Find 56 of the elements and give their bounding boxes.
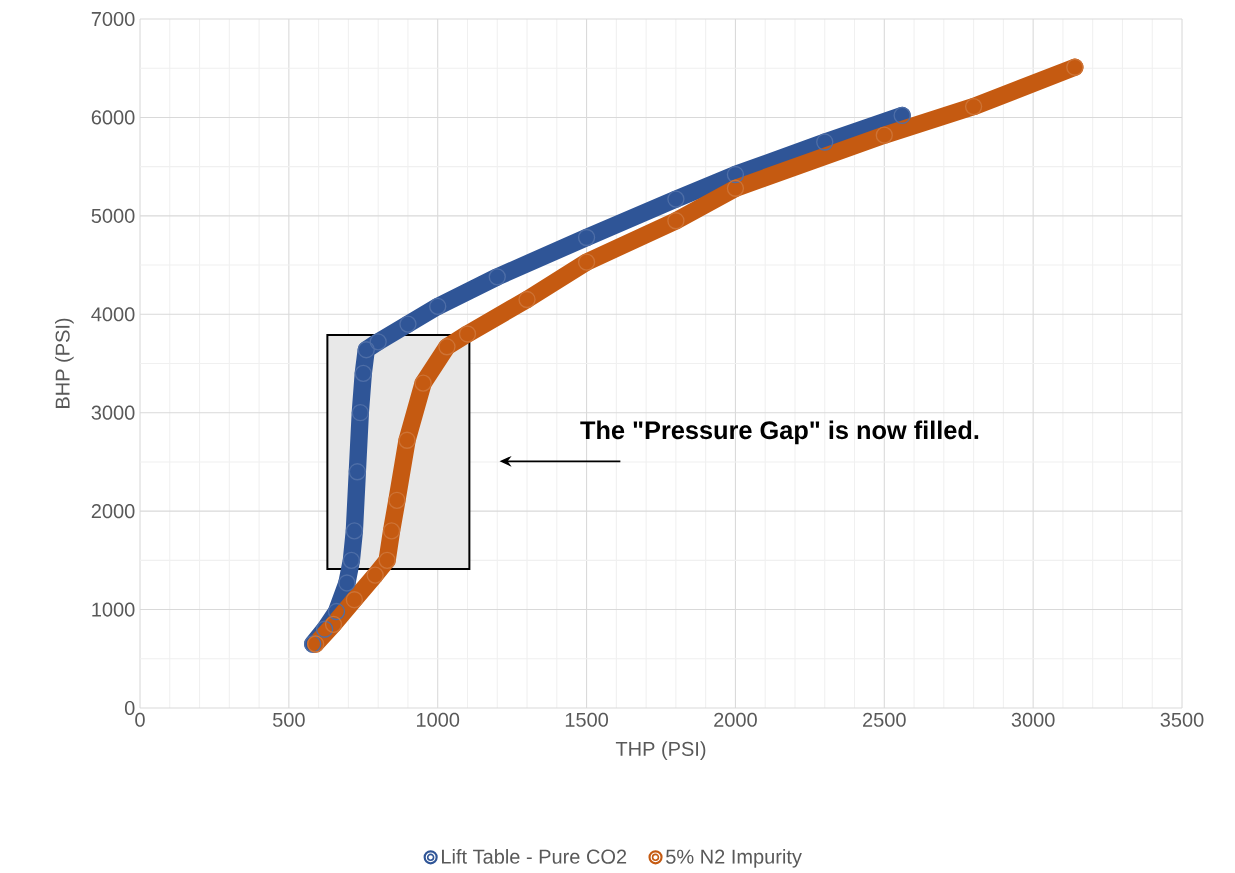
point <box>342 551 361 570</box>
point <box>351 404 369 422</box>
point <box>338 574 356 592</box>
point <box>1066 58 1084 76</box>
legend-label: 5% N2 Impurity <box>666 849 802 868</box>
y-tick-label: 1000 <box>92 602 135 617</box>
point <box>327 602 346 621</box>
point <box>366 566 384 584</box>
point <box>893 106 911 125</box>
y-tick-label: 4000 <box>91 307 135 322</box>
point <box>315 620 334 638</box>
point <box>458 325 477 343</box>
point <box>429 297 447 316</box>
point <box>345 591 364 609</box>
point <box>518 290 536 309</box>
x-tick-label: 1500 <box>565 712 609 727</box>
x-tick-label: 1000 <box>417 712 460 727</box>
point <box>399 315 417 333</box>
point <box>382 522 401 540</box>
y-tick-label: 2000 <box>91 504 135 519</box>
x-tick-label: 2500 <box>863 712 906 727</box>
point <box>816 133 834 151</box>
point <box>398 431 416 449</box>
point <box>488 268 506 286</box>
x-tick-label: 3500 <box>1160 712 1204 727</box>
legend-label: Lift Table - Pure CO2 <box>442 849 627 864</box>
x-tick-label: 500 <box>272 712 305 727</box>
y-tick-label: 5000 <box>91 208 135 223</box>
y-tick-label: 3000 <box>91 405 135 420</box>
point <box>414 374 432 392</box>
y-axis-title: BHP (PSI) <box>55 318 74 408</box>
point <box>577 253 596 271</box>
point <box>378 551 396 570</box>
point <box>577 228 596 247</box>
point <box>388 491 406 509</box>
point <box>348 463 367 481</box>
y-tick-label: 7000 <box>91 11 135 27</box>
point <box>726 179 745 197</box>
x-axis-title: THP (PSI) <box>615 741 706 760</box>
x-tick-label: 0 <box>135 712 145 727</box>
point <box>345 522 364 540</box>
point <box>357 341 375 359</box>
point <box>324 615 343 633</box>
x-tick-label: 2000 <box>714 712 757 727</box>
point <box>964 97 983 116</box>
point <box>875 126 893 144</box>
point <box>667 190 685 208</box>
point <box>438 338 456 356</box>
point <box>667 212 685 230</box>
point <box>726 165 745 184</box>
x-tick-label: 3000 <box>1011 712 1055 727</box>
y-tick-label: 6000 <box>91 110 135 125</box>
y-tick-label: 0 <box>124 700 135 716</box>
point <box>369 333 387 351</box>
point <box>354 364 372 382</box>
annotation: The "Pressure Gap" is now filled. <box>580 420 979 445</box>
